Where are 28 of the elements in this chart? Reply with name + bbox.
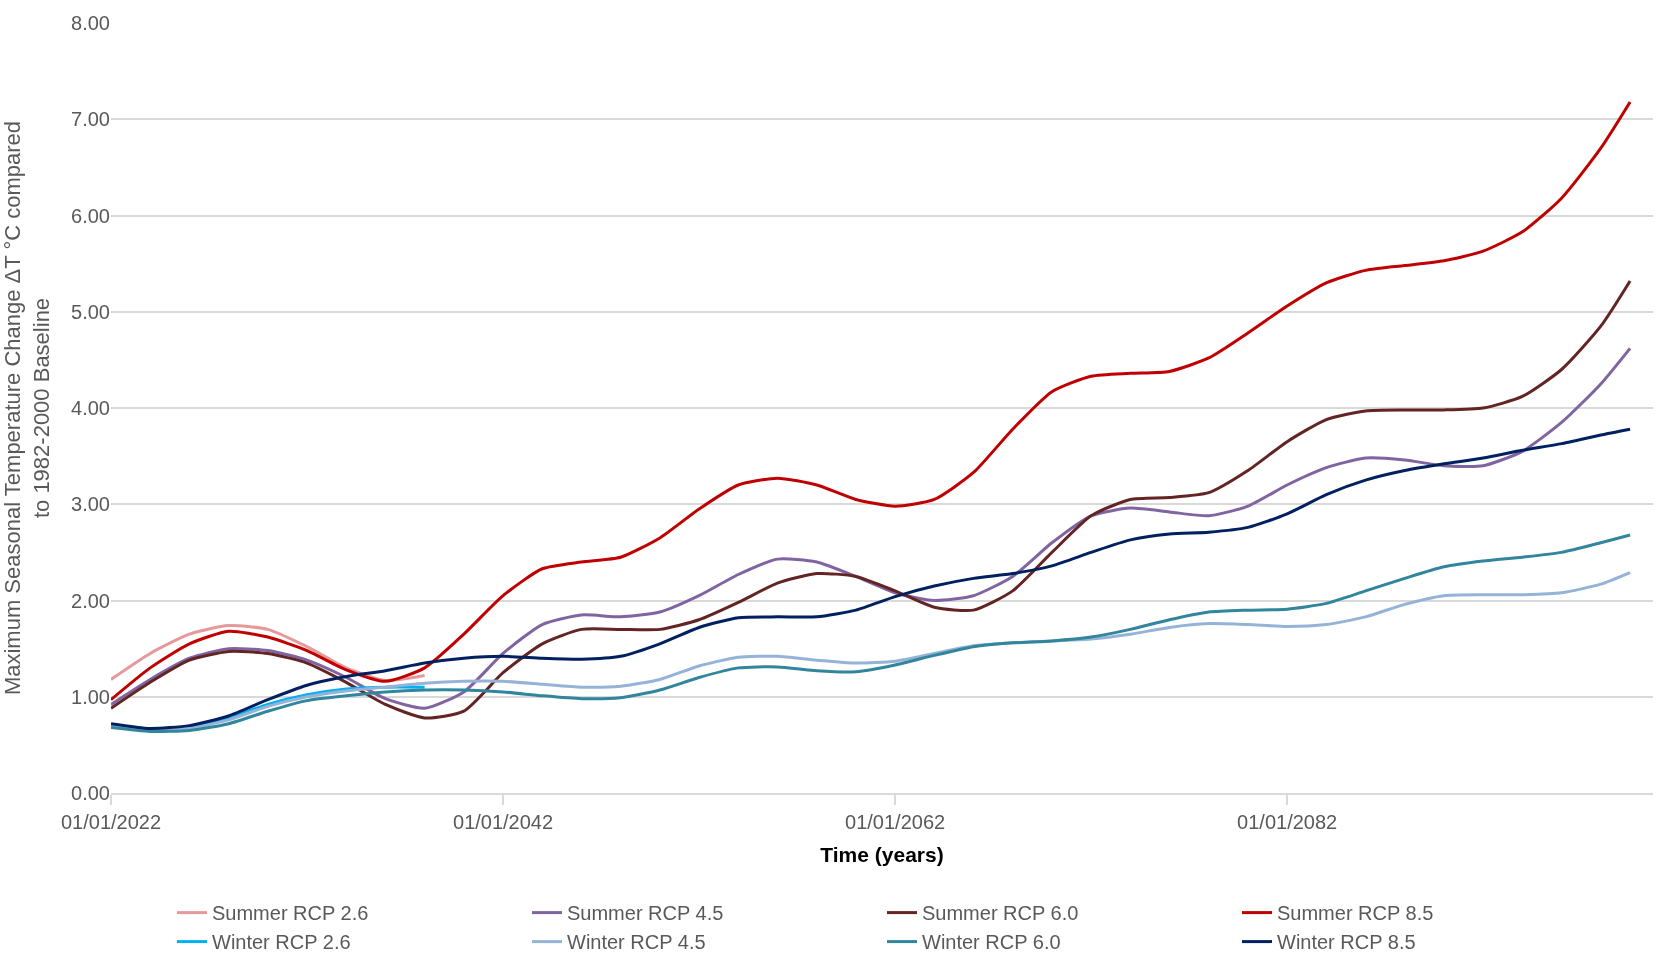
- legend-label: Winter RCP 8.5: [1277, 931, 1416, 954]
- y-tick-label: 2.00: [71, 589, 110, 612]
- legend-label: Summer RCP 6.0: [922, 902, 1079, 925]
- legend-label: Summer RCP 4.5: [567, 902, 724, 925]
- x-tick-label: 01/01/2022: [60, 811, 162, 833]
- y-axis-title: Maximum Seasonal Temperature Change ΔT °C compared to 1982-2000 Baseline: [0, 120, 54, 696]
- x-axis-title: Time (years): [820, 842, 944, 866]
- legend-label: Winter RCP 4.5: [567, 931, 706, 954]
- y-tick-label: 8.00: [71, 12, 110, 34]
- line-series: [111, 533, 1632, 733]
- line-series: [111, 346, 1632, 710]
- y-tick-label: 5.00: [71, 300, 110, 323]
- y-tick-label: 0.00: [71, 782, 110, 804]
- legend-label: Summer RCP 2.6: [212, 902, 369, 925]
- legend-label: Winter RCP 2.6: [212, 931, 351, 954]
- x-tick-label: 01/01/2082: [1237, 811, 1338, 833]
- x-tick-label: 01/01/2062: [845, 811, 946, 833]
- y-tick-label: 7.00: [71, 108, 110, 131]
- legend-label: Summer RCP 8.5: [1277, 902, 1434, 925]
- x-tick-label: 01/01/2042: [453, 811, 554, 833]
- line-series: [111, 100, 1632, 702]
- y-tick-label: 6.00: [71, 204, 110, 227]
- y-tick-label: 3.00: [71, 493, 110, 516]
- line-series: [111, 279, 1632, 720]
- y-tick-label: 1.00: [71, 685, 110, 708]
- legend-label: Winter RCP 6.0: [922, 931, 1061, 954]
- line-series: [111, 427, 1632, 731]
- y-tick-label: 4.00: [71, 397, 110, 419]
